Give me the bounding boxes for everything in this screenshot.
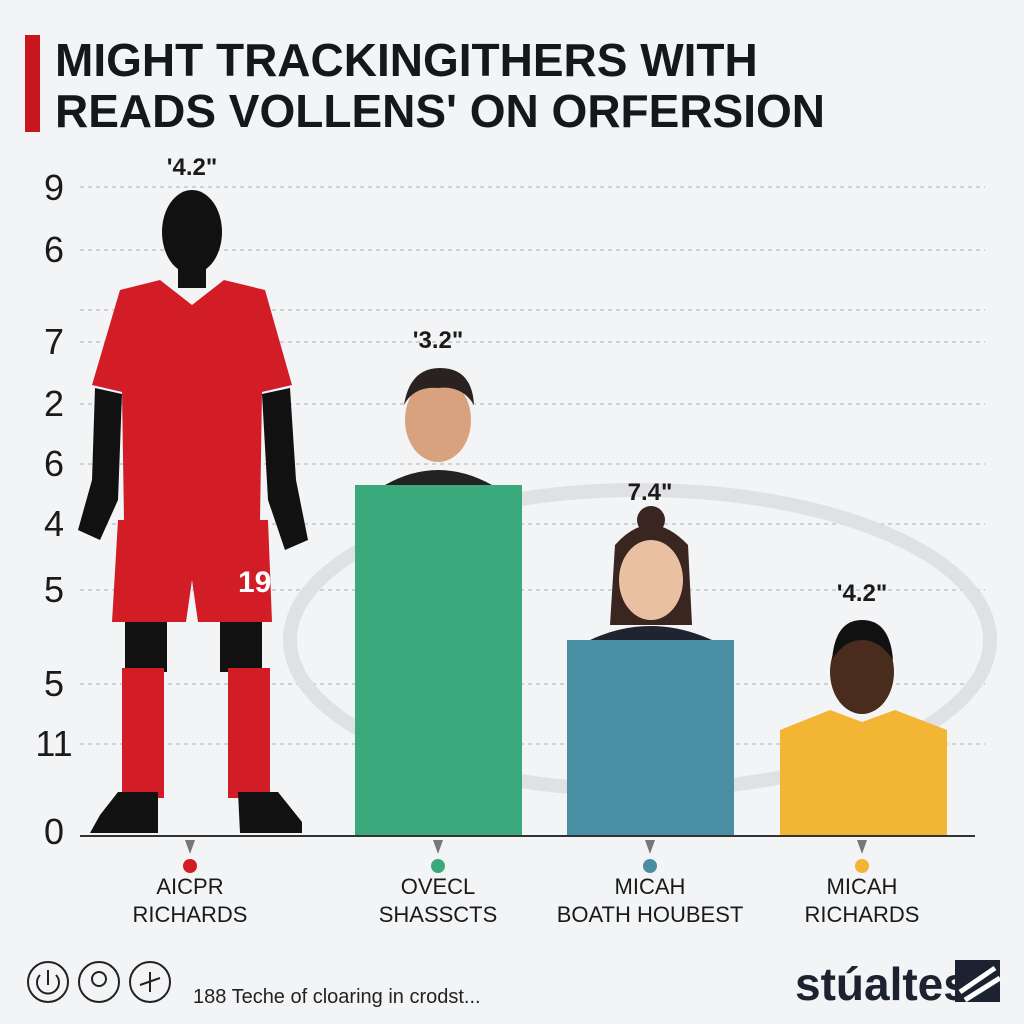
bar	[355, 485, 522, 835]
player-photo	[590, 506, 712, 640]
player-photo	[385, 368, 492, 485]
svg-text:19: 19	[238, 566, 271, 599]
player-name: OVECL	[401, 874, 476, 899]
caption: 188 Teche of cloaring in crodst...	[193, 986, 481, 1008]
axis-label: 11	[35, 723, 72, 764]
player-figure: 19	[78, 190, 308, 833]
title-line: READS VOLLENS' ON ORFERSION	[55, 85, 825, 137]
value-label: '4.2"	[167, 154, 217, 181]
value-label: '4.2"	[837, 580, 887, 607]
player-name: SHASSCTS	[379, 902, 498, 927]
player-name: BOATH HOUBEST	[557, 902, 744, 927]
send-icon[interactable]	[129, 961, 171, 1003]
axis-label: 0	[44, 811, 64, 852]
share-icon[interactable]	[78, 961, 120, 1003]
bar	[567, 640, 734, 835]
axis-labels: 9 6 7 2 6 4 5 5 11 0	[35, 167, 72, 852]
player-name: AICPR	[156, 874, 223, 899]
player-name: MICAH	[827, 874, 898, 899]
player-name: MICAH	[615, 874, 686, 899]
brand: stúaltes	[795, 958, 969, 1010]
player-photo	[830, 620, 894, 714]
axis-label: 5	[44, 663, 64, 704]
player-name: RICHARDS	[133, 902, 248, 927]
power-icon[interactable]	[27, 961, 69, 1003]
axis-label: 2	[44, 383, 64, 424]
axis-label: 5	[44, 569, 64, 610]
axis-label: 6	[44, 443, 64, 484]
axis-label: 6	[44, 229, 64, 270]
axis-label: 4	[44, 503, 64, 544]
legend-markers	[183, 840, 869, 873]
axis-label: 9	[44, 167, 64, 208]
axis-label: 7	[44, 321, 64, 362]
brand-logo-stripes	[958, 965, 1002, 1003]
jersey	[780, 710, 947, 835]
player-name: RICHARDS	[805, 902, 920, 927]
title-line: MIGHT TRACKINGITHERS WITH	[55, 34, 758, 86]
value-label: '3.2"	[413, 327, 463, 354]
value-label: 7.4"	[628, 479, 673, 506]
title-accent	[25, 35, 40, 132]
